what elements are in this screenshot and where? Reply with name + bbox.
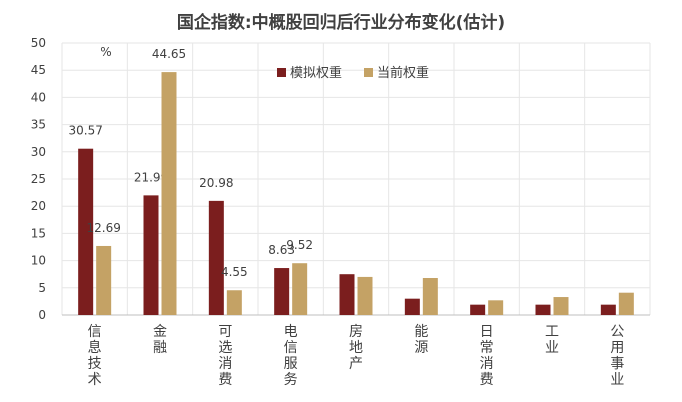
legend-swatch [364, 68, 373, 77]
bar-current [161, 72, 177, 315]
x-tick-label: 工业 [545, 324, 559, 356]
bar-current [357, 276, 373, 315]
bar-simulated [404, 298, 420, 315]
chart-title: 国企指数:中概股回归后行业分布变化(估计) [176, 13, 506, 33]
data-label: 8.63 [268, 243, 295, 257]
x-tick-label: 金融 [153, 324, 167, 356]
data-label: 20.98 [199, 176, 233, 190]
y-tick-label: 5 [38, 281, 46, 295]
y-tick-label: 50 [31, 36, 46, 50]
x-tick-label: 房地产 [349, 324, 363, 372]
data-label: 21.99 [134, 170, 168, 184]
bar-current [226, 290, 242, 315]
x-tick-label: 公用事业 [610, 324, 624, 388]
data-label: 4.55 [221, 265, 248, 279]
data-label: 30.57 [68, 124, 102, 138]
legend-swatch [277, 68, 286, 77]
bar-simulated [143, 195, 159, 315]
x-tick-label: 日常消费 [480, 324, 494, 388]
unit-label: % [100, 45, 111, 59]
y-tick-label: 0 [38, 308, 46, 322]
data-label: 12.69 [86, 221, 120, 235]
data-label: 44.65 [152, 47, 186, 61]
bar-simulated [339, 274, 355, 315]
y-tick-label: 30 [31, 145, 46, 159]
bar-simulated [78, 148, 94, 315]
y-tick-label: 40 [31, 90, 46, 104]
bar-current [488, 300, 504, 315]
y-tick-label: 10 [31, 254, 46, 268]
y-tick-label: 45 [31, 63, 46, 77]
x-tick-label: 能源 [414, 324, 428, 356]
y-tick-label: 15 [31, 226, 46, 240]
bar-current [96, 245, 112, 315]
bar-simulated [208, 200, 224, 315]
bar-simulated [470, 304, 486, 315]
data-label: 9.52 [286, 238, 313, 252]
bar-current [422, 278, 438, 315]
x-tick-label: 可选消费 [218, 324, 232, 388]
x-tick-label: 电信服务 [284, 324, 298, 388]
legend-label: 模拟权重 [290, 65, 342, 81]
y-tick-label: 20 [31, 199, 46, 213]
y-tick-label: 35 [31, 118, 46, 132]
y-tick-label: 25 [31, 172, 46, 186]
bar-current [618, 292, 634, 315]
bar-simulated [274, 268, 290, 315]
x-tick-label: 信息技术 [88, 324, 102, 388]
bar-simulated [600, 304, 616, 315]
bar-current [553, 297, 569, 315]
bar-simulated [535, 304, 551, 315]
legend-label: 当前权重 [377, 65, 429, 81]
bar-current [292, 263, 308, 315]
